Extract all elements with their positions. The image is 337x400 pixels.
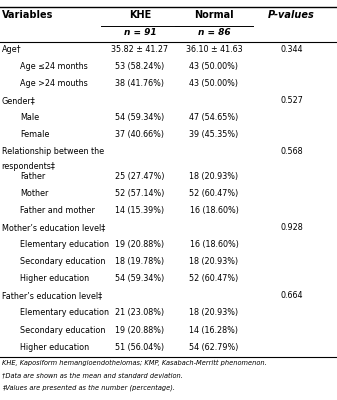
Text: 52 (57.14%): 52 (57.14%) [115, 189, 164, 198]
Text: 25 (27.47%): 25 (27.47%) [115, 172, 164, 181]
Text: n = 91: n = 91 [124, 28, 156, 37]
Text: Age >24 mouths: Age >24 mouths [20, 79, 88, 88]
Text: 16 (18.60%): 16 (18.60%) [189, 240, 239, 249]
Text: 14 (15.39%): 14 (15.39%) [115, 206, 164, 215]
Text: Variables: Variables [2, 10, 53, 20]
Text: 18 (20.93%): 18 (20.93%) [189, 308, 239, 318]
Text: 35.82 ± 41.27: 35.82 ± 41.27 [111, 45, 168, 54]
Text: P-values: P-values [268, 10, 315, 20]
Text: Female: Female [20, 130, 50, 139]
Text: 18 (20.93%): 18 (20.93%) [189, 257, 239, 266]
Text: Elementary education: Elementary education [20, 308, 109, 318]
Text: Male: Male [20, 113, 39, 122]
Text: Mother’s education level‡: Mother’s education level‡ [2, 223, 105, 232]
Text: Normal: Normal [194, 10, 234, 20]
Text: 52 (60.47%): 52 (60.47%) [189, 274, 239, 284]
Text: 54 (59.34%): 54 (59.34%) [115, 274, 164, 284]
Text: Relationship between the: Relationship between the [2, 147, 104, 156]
Text: 43 (50.00%): 43 (50.00%) [189, 62, 239, 71]
Text: n = 86: n = 86 [198, 28, 230, 37]
Text: Age†: Age† [2, 45, 21, 54]
Text: 39 (45.35%): 39 (45.35%) [189, 130, 239, 139]
Text: 0.344: 0.344 [280, 45, 303, 54]
Text: Father’s education level‡: Father’s education level‡ [2, 292, 102, 300]
Text: 47 (54.65%): 47 (54.65%) [189, 113, 239, 122]
Text: 21 (23.08%): 21 (23.08%) [115, 308, 164, 318]
Text: 16 (18.60%): 16 (18.60%) [189, 206, 239, 215]
Text: 0.928: 0.928 [280, 223, 303, 232]
Text: Higher education: Higher education [20, 274, 89, 284]
Text: 0.527: 0.527 [280, 96, 303, 105]
Text: Secondary education: Secondary education [20, 257, 105, 266]
Text: 54 (62.79%): 54 (62.79%) [189, 342, 239, 352]
Text: Gender‡: Gender‡ [2, 96, 35, 105]
Text: 36.10 ± 41.63: 36.10 ± 41.63 [186, 45, 242, 54]
Text: 19 (20.88%): 19 (20.88%) [115, 240, 164, 249]
Text: respondents‡: respondents‡ [2, 162, 56, 170]
Text: Elementary education: Elementary education [20, 240, 109, 249]
Text: 0.664: 0.664 [280, 292, 303, 300]
Text: Father: Father [20, 172, 45, 181]
Text: Age ≤24 months: Age ≤24 months [20, 62, 88, 71]
Text: 52 (60.47%): 52 (60.47%) [189, 189, 239, 198]
Text: 53 (58.24%): 53 (58.24%) [115, 62, 164, 71]
Text: 0.568: 0.568 [280, 147, 303, 156]
Text: 54 (59.34%): 54 (59.34%) [115, 113, 164, 122]
Text: KHE, Kaposiform hemangioendothelomas; KMP, Kasabach-Merritt phenomenon.: KHE, Kaposiform hemangioendothelomas; KM… [2, 360, 267, 366]
Text: 18 (20.93%): 18 (20.93%) [189, 172, 239, 181]
Text: Secondary education: Secondary education [20, 326, 105, 334]
Text: Father and mother: Father and mother [20, 206, 95, 215]
Text: Higher education: Higher education [20, 342, 89, 352]
Text: KHE: KHE [129, 10, 151, 20]
Text: 14 (16.28%): 14 (16.28%) [189, 326, 239, 334]
Text: 18 (19.78%): 18 (19.78%) [115, 257, 164, 266]
Text: 43 (50.00%): 43 (50.00%) [189, 79, 239, 88]
Text: ‡Values are presented as the number (percentage).: ‡Values are presented as the number (per… [2, 384, 175, 391]
Text: 51 (56.04%): 51 (56.04%) [115, 342, 164, 352]
Text: 38 (41.76%): 38 (41.76%) [115, 79, 164, 88]
Text: 37 (40.66%): 37 (40.66%) [115, 130, 164, 139]
Text: Mother: Mother [20, 189, 49, 198]
Text: †Data are shown as the mean and standard deviation.: †Data are shown as the mean and standard… [2, 372, 183, 378]
Text: 19 (20.88%): 19 (20.88%) [115, 326, 164, 334]
